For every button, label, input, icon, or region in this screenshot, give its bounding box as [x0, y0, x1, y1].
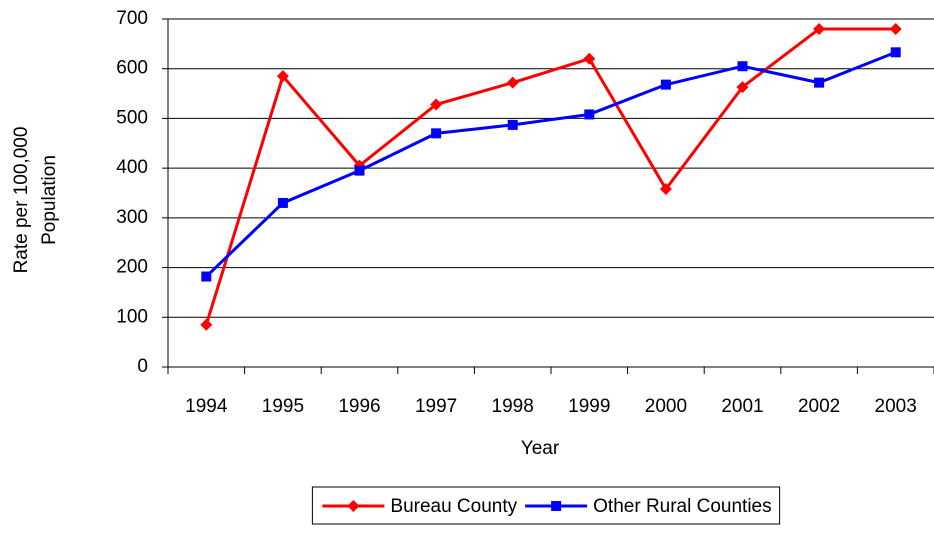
y-tick-label: 100 [116, 306, 148, 327]
x-tick-label: 1998 [492, 396, 534, 417]
y-tick-label: 0 [137, 356, 148, 377]
series-line [205, 50, 897, 278]
marker [431, 128, 442, 139]
marker [347, 500, 360, 512]
marker [430, 98, 443, 111]
x-tick-label: 1999 [568, 396, 610, 417]
marker [814, 77, 825, 88]
legend: Bureau County Other Rural Counties [311, 486, 781, 525]
marker [506, 76, 519, 89]
marker [354, 165, 365, 176]
marker [889, 22, 902, 35]
x-tick-label: 2003 [875, 396, 917, 417]
x-tick-label: 2002 [798, 396, 840, 417]
marker [659, 183, 672, 196]
marker [201, 271, 212, 282]
y-axis-label: Population [39, 155, 60, 245]
marker [584, 109, 595, 120]
series-line [204, 27, 896, 326]
x-tick-label: 2001 [721, 396, 763, 417]
y-tick-label: 500 [116, 107, 148, 128]
x-axis-label: Year [521, 438, 560, 459]
marker [736, 81, 749, 94]
marker [551, 501, 562, 511]
y-tick-label: 200 [116, 257, 148, 278]
x-tick-label: 1997 [415, 396, 457, 417]
y-tick-label: 600 [116, 58, 148, 79]
marker [200, 318, 213, 331]
marker [277, 197, 288, 208]
y-axis-label: Rate per 100,000 [11, 127, 32, 274]
legend-label: Other Rural Counties [593, 496, 771, 517]
y-tick-label: 700 [116, 8, 148, 29]
marker [660, 79, 671, 90]
x-tick-label: 1995 [262, 396, 304, 417]
x-tick-label: 2000 [645, 396, 687, 417]
legend-label: Bureau County [390, 496, 517, 517]
x-tick-label: 1994 [185, 396, 228, 417]
y-tick-label: 300 [116, 207, 148, 228]
y-tick-label: 400 [116, 157, 148, 178]
marker [583, 52, 596, 65]
marker [890, 47, 901, 58]
marker [737, 61, 748, 72]
x-tick-label: 1996 [338, 396, 380, 417]
marker [813, 22, 826, 35]
marker [276, 70, 289, 83]
marker [507, 119, 518, 130]
